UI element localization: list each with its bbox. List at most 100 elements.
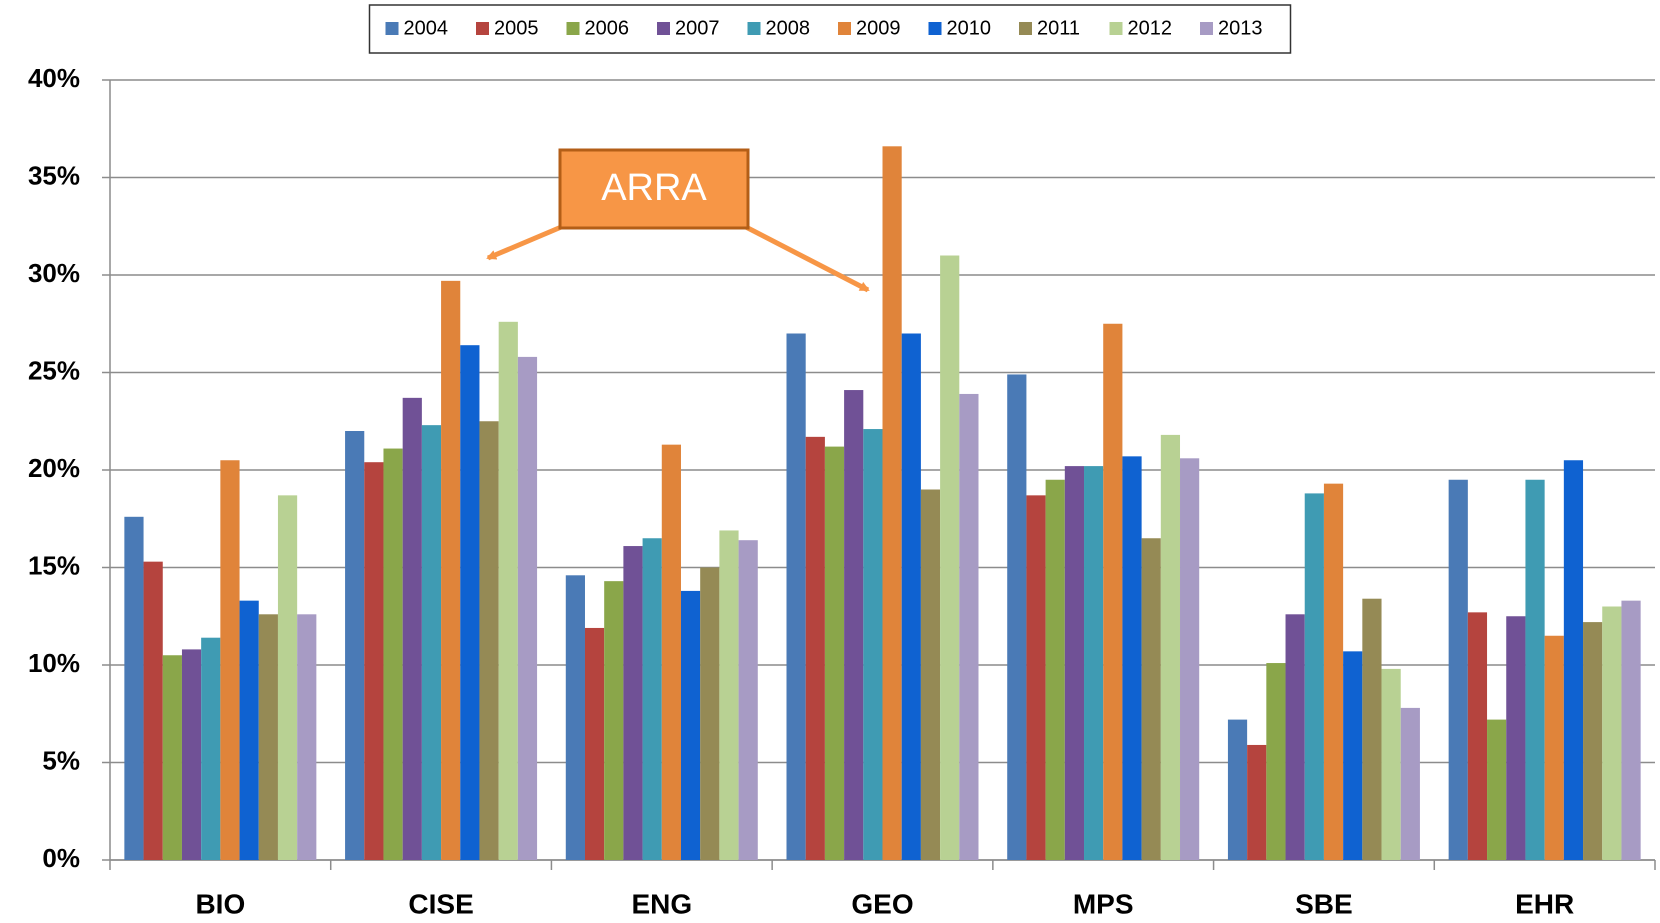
legend-label: 2004 <box>404 17 449 39</box>
bar <box>1583 622 1603 860</box>
bar <box>1180 458 1200 860</box>
bar <box>738 540 758 860</box>
bar <box>719 530 739 860</box>
bar <box>786 333 806 860</box>
bar <box>1227 719 1248 860</box>
bar <box>402 397 422 860</box>
bar <box>364 462 384 860</box>
bar <box>700 567 720 860</box>
bar <box>1323 483 1344 860</box>
bar <box>604 581 624 860</box>
bar <box>844 390 864 860</box>
bar <box>1381 668 1401 860</box>
y-tick-label: 40% <box>28 63 80 93</box>
bar <box>661 444 681 860</box>
annotation-text: ARRA <box>601 167 707 209</box>
bar <box>940 255 960 860</box>
bar <box>1084 466 1104 860</box>
legend-swatch <box>1200 22 1213 35</box>
bar <box>1247 744 1267 860</box>
bar <box>383 448 403 860</box>
bar <box>1544 635 1564 860</box>
legend-label: 2011 <box>1037 17 1080 39</box>
bar <box>680 590 701 860</box>
bar <box>901 333 921 860</box>
bar <box>1122 456 1142 860</box>
bar <box>824 446 845 860</box>
legend-swatch <box>476 22 489 35</box>
bar <box>863 429 883 860</box>
bar <box>1064 466 1085 860</box>
legend-swatch <box>385 22 399 35</box>
bar <box>959 393 979 860</box>
bar <box>181 649 202 860</box>
legend-label: 2005 <box>494 17 539 39</box>
legend-swatch <box>747 22 761 35</box>
bar <box>441 280 461 861</box>
legend-swatch <box>928 22 942 35</box>
bar <box>584 627 605 860</box>
y-tick-label: 35% <box>28 160 80 190</box>
legend-box <box>368 4 1292 54</box>
bar <box>1103 323 1123 860</box>
bar <box>1343 651 1363 860</box>
x-tick-label: EHR <box>1515 888 1574 919</box>
x-tick-label: GEO <box>851 888 913 919</box>
x-tick-label: BIO <box>195 888 245 919</box>
annotation-arrow <box>486 222 567 261</box>
bar <box>220 460 240 860</box>
y-tick-label: 10% <box>28 648 80 678</box>
y-tick-label: 30% <box>28 258 80 288</box>
bar <box>1141 538 1161 860</box>
legend-swatch <box>566 22 580 35</box>
bar <box>1467 612 1488 860</box>
legend-label: 2013 <box>1218 17 1263 39</box>
bar <box>1304 493 1324 860</box>
legend-swatch <box>1109 22 1123 35</box>
x-tick-label: ENG <box>631 888 692 919</box>
bar <box>1563 460 1584 860</box>
bar <box>345 431 365 860</box>
bar <box>1602 606 1622 860</box>
bar <box>1045 479 1065 860</box>
bar <box>162 655 182 860</box>
y-tick-label: 15% <box>28 550 80 580</box>
bar <box>201 637 221 860</box>
bar <box>460 345 480 860</box>
bar <box>1400 707 1420 860</box>
legend-label: 2006 <box>585 17 630 39</box>
annotation-arrow <box>740 222 870 293</box>
y-tick-label: 5% <box>42 745 80 775</box>
x-tick-label: MPS <box>1073 888 1134 919</box>
bar <box>143 561 163 860</box>
plot-area: 0% 5% 10% 15% 20% 25% 30% 35% 40% BIO CISE ENG GEO MP… <box>28 63 1656 919</box>
bar <box>239 600 259 860</box>
bar <box>1285 614 1305 860</box>
legend-swatch <box>838 22 851 35</box>
bar <box>1266 663 1286 860</box>
bar <box>1007 374 1027 860</box>
bar <box>258 614 278 860</box>
bar <box>479 421 499 860</box>
legend-label: 2007 <box>675 17 720 39</box>
legend-swatch <box>657 22 670 35</box>
bar <box>277 495 298 860</box>
bar <box>1506 616 1526 860</box>
bar <box>805 436 825 860</box>
x-tick-label: CISE <box>408 888 473 919</box>
bar <box>1525 479 1545 860</box>
bar <box>623 546 643 860</box>
bar <box>1160 434 1181 860</box>
bar <box>421 425 442 860</box>
bar <box>1621 600 1641 860</box>
bar <box>920 489 941 860</box>
annotation-box <box>558 148 750 230</box>
bar <box>498 321 518 860</box>
bar <box>882 146 902 861</box>
bar <box>1362 598 1382 860</box>
legend-label: 2009 <box>856 17 901 39</box>
bar <box>124 516 144 860</box>
legend-swatch <box>1019 22 1032 35</box>
legend-label: 2010 <box>947 17 992 39</box>
